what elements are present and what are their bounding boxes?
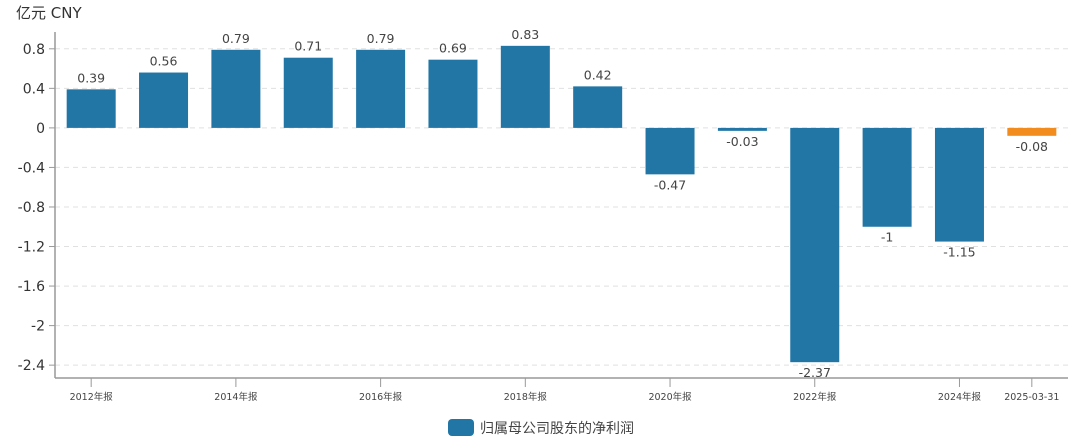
bar-2015年报[interactable] <box>283 57 333 128</box>
y-tick-label: -0.4 <box>18 160 45 176</box>
data-label: 0.42 <box>584 67 612 82</box>
legend-label: 归属母公司股东的净利润 <box>480 420 634 437</box>
data-label: -1 <box>881 230 893 245</box>
bar-2014年报[interactable] <box>211 49 261 128</box>
bar-2019年报[interactable] <box>573 86 623 128</box>
bar-2020年报[interactable] <box>645 127 695 175</box>
x-tick-label: 2022年报 <box>793 391 837 403</box>
data-label: 0.71 <box>294 39 322 54</box>
x-tick-label: 2012年报 <box>70 391 114 403</box>
x-tick-label: 2024年报 <box>938 391 982 403</box>
y-tick-label: -2 <box>31 319 45 335</box>
x-tick-label: 2014年报 <box>214 391 258 403</box>
bar-2018年报[interactable] <box>500 45 550 128</box>
x-tick-label: 2018年报 <box>504 391 548 403</box>
bar-2012年报[interactable] <box>66 89 116 128</box>
bar-2023年报[interactable] <box>862 127 912 227</box>
x-tick-label: 2020年报 <box>648 391 692 403</box>
data-label: -0.03 <box>726 134 758 149</box>
unit-label: 亿元 CNY <box>16 4 82 22</box>
data-label: -2.37 <box>799 365 831 380</box>
data-label: 0.79 <box>222 31 250 46</box>
y-tick-label: -1.2 <box>18 240 45 256</box>
bar-2022年报[interactable] <box>790 127 840 363</box>
data-label: -1.15 <box>943 245 975 260</box>
bar-2017年报[interactable] <box>428 59 478 128</box>
y-tick-label: 0.8 <box>23 42 45 58</box>
data-label: 0.83 <box>511 27 539 42</box>
y-tick-label: 0 <box>36 121 45 137</box>
y-tick-label: -1.6 <box>18 279 45 295</box>
y-tick-label: -2.4 <box>18 358 45 374</box>
data-label: 0.79 <box>367 31 395 46</box>
x-tick-label: 2025-03-31 <box>1004 392 1059 403</box>
bar-2024年报[interactable] <box>934 127 984 242</box>
bar-2013年报[interactable] <box>139 72 189 128</box>
data-label: -0.47 <box>654 177 686 192</box>
data-label: 0.39 <box>77 70 105 85</box>
bar-2021年报[interactable] <box>717 127 767 131</box>
y-tick-label: 0.4 <box>23 81 45 97</box>
data-label: -0.08 <box>1016 139 1048 154</box>
legend-swatch <box>448 419 474 436</box>
bar-2025-03-31[interactable] <box>1007 127 1057 136</box>
x-tick-label: 2016年报 <box>359 391 403 403</box>
data-label: 0.56 <box>150 54 178 69</box>
legend[interactable]: 归属母公司股东的净利润 <box>448 419 634 437</box>
y-tick-label: -0.8 <box>18 200 45 216</box>
bar-2016年报[interactable] <box>356 49 406 128</box>
data-label: 0.69 <box>439 41 467 56</box>
